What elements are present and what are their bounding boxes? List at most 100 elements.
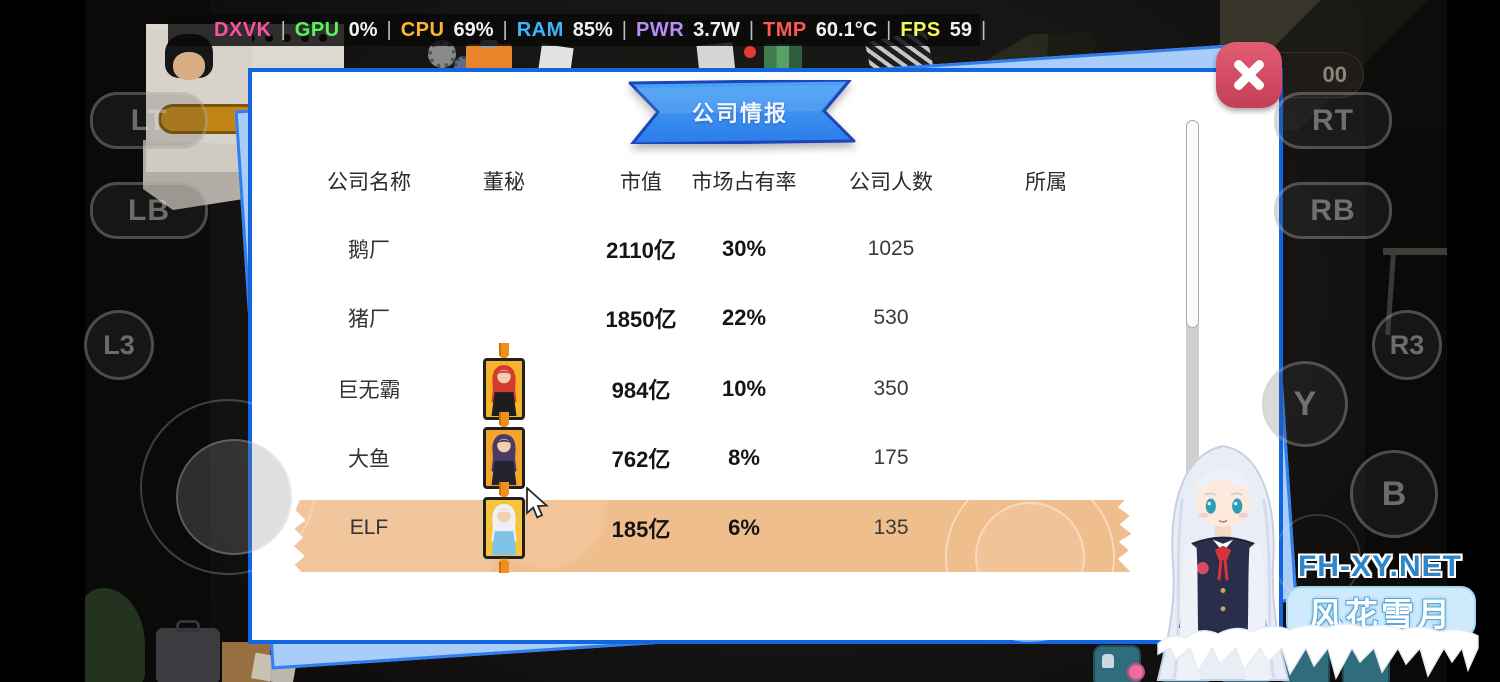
market-value: 762亿 xyxy=(611,447,671,472)
market-value: 984亿 xyxy=(611,378,671,403)
bg-plant xyxy=(85,588,145,682)
gamepad-l3-label: L3 xyxy=(103,329,135,360)
staff-count: 135 xyxy=(873,516,909,539)
bg-table xyxy=(1383,248,1447,255)
company-name: 巨无霸 xyxy=(337,379,401,402)
staff-count: 175 xyxy=(873,446,909,469)
stat-ram: RAM xyxy=(516,18,564,41)
table-row[interactable]: 大鱼 762亿 8% 175 xyxy=(252,412,1279,489)
hud-counter-value: 00 xyxy=(1322,62,1347,87)
left-stick-ring[interactable] xyxy=(140,399,316,575)
title-ribbon-shape xyxy=(628,78,856,146)
notification-badge xyxy=(1127,663,1145,681)
gamepad-r3-button[interactable]: R3 xyxy=(1372,310,1442,380)
market-share: 22% xyxy=(721,305,767,330)
stat-ram-value: 85% xyxy=(572,18,613,41)
separator: | xyxy=(886,18,892,41)
right-stick-ring[interactable] xyxy=(945,472,1115,642)
gamepad-b-button[interactable]: B xyxy=(1350,450,1438,538)
stat-gpu: GPU xyxy=(294,18,340,41)
company-name: 鹅厂 xyxy=(348,239,390,262)
separator: | xyxy=(981,18,987,41)
table-row-selected[interactable]: ELF 185亿 6% 135 xyxy=(252,482,1279,573)
badge-strap xyxy=(499,412,509,429)
gamepad-b-label: B xyxy=(1381,474,1407,513)
staff-count: 350 xyxy=(873,377,909,400)
secretary-avatar[interactable] xyxy=(483,412,525,489)
column-header-owner: 所属 xyxy=(1025,171,1067,194)
separator: | xyxy=(621,18,627,41)
badge-strap xyxy=(499,343,509,360)
separator: | xyxy=(280,18,286,41)
gamepad-rb-button[interactable]: RB xyxy=(1274,182,1392,239)
badge-strap xyxy=(499,482,509,499)
table-row[interactable]: 鹅厂 2110亿 30% 1025 xyxy=(252,224,1279,274)
company-name: 大鱼 xyxy=(348,448,390,471)
left-stick-knob[interactable] xyxy=(176,439,292,555)
stat-dxvk: DXVK xyxy=(214,18,272,41)
right-stick-knob[interactable] xyxy=(975,502,1085,612)
stat-pwr-value: 3.7W xyxy=(693,18,740,41)
staff-count: 1025 xyxy=(867,237,915,260)
column-header-name: 公司名称 xyxy=(327,171,411,194)
secretary-figure xyxy=(491,434,517,485)
anime-girl-watermark xyxy=(1148,438,1298,682)
gamepad-lt-button[interactable]: LT xyxy=(90,92,208,149)
stat-fps-value: 59 xyxy=(949,18,972,41)
bottom-menu-tile[interactable] xyxy=(1093,645,1145,682)
secretary-figure xyxy=(491,504,517,555)
map-pin-icon xyxy=(744,46,756,58)
market-value: 1850亿 xyxy=(605,307,677,332)
gamepad-l3-button[interactable]: L3 xyxy=(84,310,154,380)
gamepad-lb-label: LB xyxy=(128,193,170,227)
stat-gpu-value: 0% xyxy=(348,18,378,41)
scrollbar-thumb[interactable] xyxy=(1186,120,1199,328)
watermark-site: FH-XY.NET xyxy=(1297,550,1462,583)
title-banner: 公司情报 xyxy=(622,78,858,146)
stat-fps: FPS xyxy=(900,18,941,41)
secretary-figure xyxy=(491,365,517,416)
staff-count: 530 xyxy=(873,306,909,329)
stat-tmp: TMP xyxy=(763,18,807,41)
separator: | xyxy=(502,18,508,41)
mouse-cursor xyxy=(525,485,551,526)
secretary-avatar-card xyxy=(483,497,525,559)
market-share: 10% xyxy=(721,376,767,401)
close-button[interactable] xyxy=(1216,42,1282,108)
briefcase-icon xyxy=(156,620,220,682)
gamepad-lt-label: LT xyxy=(130,103,168,137)
gamepad-y-button[interactable]: Y xyxy=(1262,361,1348,447)
column-header-share: 市场占有率 xyxy=(691,171,797,194)
table-row[interactable]: 巨无霸 984亿 10% 350 xyxy=(252,343,1279,420)
close-icon xyxy=(1232,58,1266,92)
person-icon xyxy=(1102,654,1114,668)
badge-strap xyxy=(499,558,509,573)
stat-cpu-value: 69% xyxy=(453,18,494,41)
stat-cpu: CPU xyxy=(400,18,445,41)
market-value: 2110亿 xyxy=(606,238,676,263)
market-share: 8% xyxy=(728,445,760,470)
column-header-secretary: 董秘 xyxy=(483,171,525,194)
stat-pwr: PWR xyxy=(635,18,685,41)
separator: | xyxy=(386,18,392,41)
gamepad-r3-label: R3 xyxy=(1389,329,1425,360)
column-header-value: 市值 xyxy=(620,171,662,194)
secretary-avatar-card xyxy=(483,358,525,420)
separator: | xyxy=(748,18,755,41)
table-row[interactable]: 猪厂 1850亿 22% 530 xyxy=(252,293,1279,343)
secretary-avatar[interactable] xyxy=(483,343,525,420)
bg-character-face xyxy=(173,52,205,80)
gamepad-y-label: Y xyxy=(1293,384,1317,423)
market-value: 185亿 xyxy=(611,517,671,542)
gamepad-lb-button[interactable]: LB xyxy=(90,182,208,239)
snow-decoration xyxy=(1156,618,1482,682)
market-share: 6% xyxy=(728,515,760,540)
company-name: ELF xyxy=(349,516,389,539)
performance-overlay: DXVK | GPU 0% | CPU 69% | RAM 85% | PWR … xyxy=(168,14,986,46)
company-info-dialog: 公司情报 公司名称 董秘 市值 市场占有率 公司人数 所属 鹅厂 2110亿 3… xyxy=(248,68,1283,644)
gamepad-rt-button[interactable]: RT xyxy=(1274,92,1392,149)
secretary-avatar[interactable] xyxy=(483,482,525,573)
dialog-title: 公司情报 xyxy=(691,101,788,126)
column-header-staff: 公司人数 xyxy=(849,171,933,194)
